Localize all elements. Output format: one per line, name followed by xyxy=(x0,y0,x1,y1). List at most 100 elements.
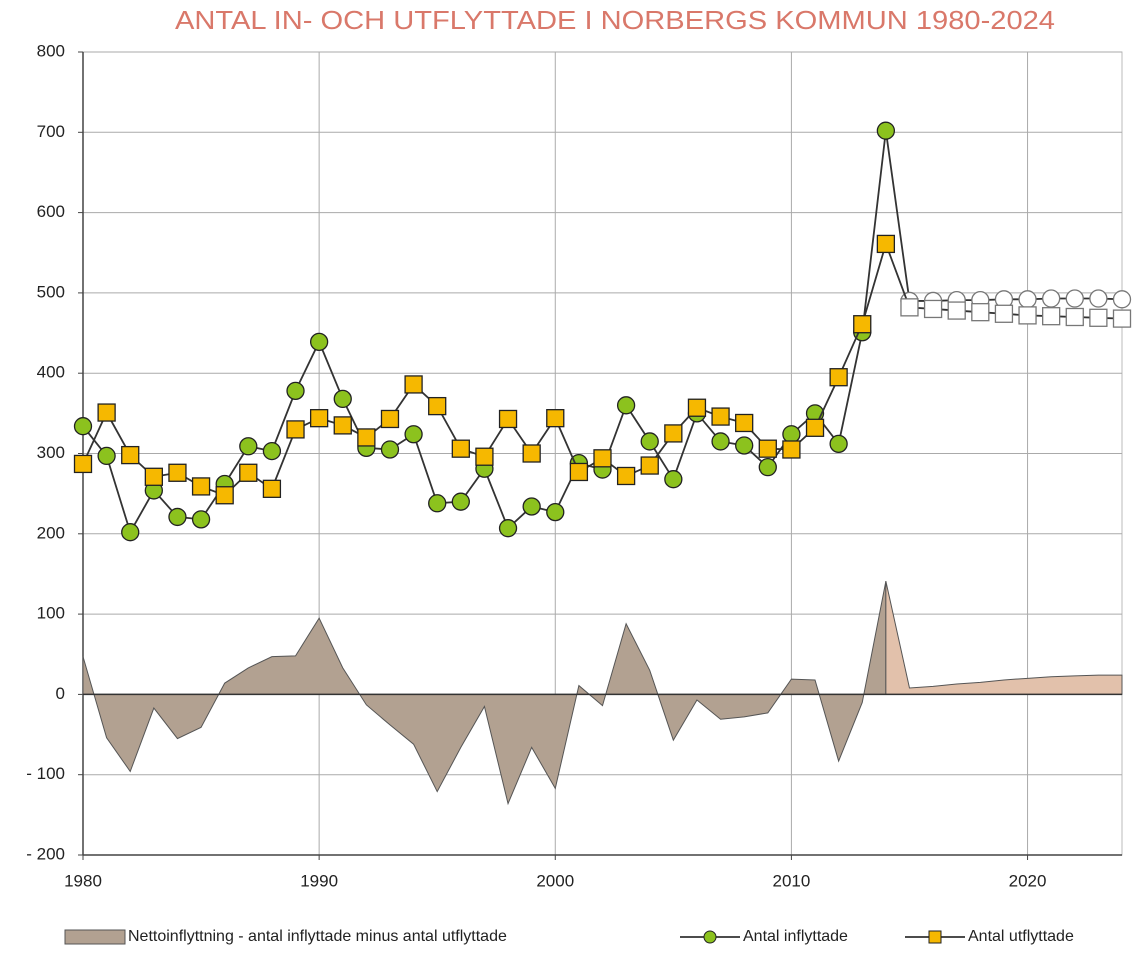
point xyxy=(333,416,352,435)
point xyxy=(664,424,683,443)
point xyxy=(616,396,636,415)
y-tick-label: 700 xyxy=(37,122,65,141)
legend-swatch xyxy=(64,929,126,945)
point xyxy=(309,332,329,352)
point xyxy=(262,479,282,498)
point xyxy=(97,403,116,422)
point xyxy=(428,494,447,513)
point xyxy=(286,420,305,439)
point xyxy=(121,445,140,465)
point xyxy=(286,381,305,401)
y-tick-label: 200 xyxy=(37,523,65,542)
point xyxy=(380,440,400,459)
point xyxy=(451,439,470,458)
point xyxy=(1089,308,1108,327)
point xyxy=(758,439,777,458)
point xyxy=(546,409,565,428)
point xyxy=(168,507,187,527)
point xyxy=(1089,289,1108,308)
y-tick-label: 500 xyxy=(37,282,65,301)
y-tick-label: 600 xyxy=(37,202,65,221)
point xyxy=(593,449,612,468)
point xyxy=(239,437,258,456)
point xyxy=(640,456,659,475)
y-tick-label: 800 xyxy=(37,41,65,60)
point xyxy=(758,458,777,477)
point xyxy=(451,492,470,511)
point xyxy=(262,441,282,461)
point xyxy=(309,409,329,428)
point xyxy=(782,425,801,444)
point xyxy=(1018,290,1037,309)
point xyxy=(1112,309,1132,328)
point xyxy=(404,425,423,444)
point xyxy=(994,304,1014,323)
point xyxy=(522,444,541,463)
point xyxy=(357,428,376,447)
legend-marker xyxy=(928,930,942,944)
legend-label: Antal inflyttade xyxy=(743,928,848,945)
point xyxy=(876,121,896,140)
point xyxy=(829,434,848,454)
point xyxy=(121,523,140,542)
point xyxy=(569,462,589,482)
point xyxy=(1042,307,1061,326)
point xyxy=(73,417,93,436)
x-tick-label: 2010 xyxy=(772,871,810,890)
y-tick-label: 100 xyxy=(37,604,65,623)
point xyxy=(687,398,707,417)
point xyxy=(333,389,352,409)
y-tick-label: - 200 xyxy=(26,844,65,863)
x-tick-label: 2020 xyxy=(1009,871,1047,890)
point xyxy=(947,301,966,320)
y-tick-label: 0 xyxy=(56,684,65,703)
x-tick-label: 1980 xyxy=(64,871,102,890)
point xyxy=(900,298,919,317)
point xyxy=(829,368,848,387)
point xyxy=(97,446,116,466)
point xyxy=(191,510,211,529)
point xyxy=(711,407,730,426)
point xyxy=(971,303,990,322)
legend-label: Nettoinflyttning - antal inflyttade minu… xyxy=(128,928,507,945)
point xyxy=(853,315,872,334)
net-area xyxy=(82,581,887,806)
y-tick-label: 400 xyxy=(37,363,65,382)
point xyxy=(144,467,163,486)
point xyxy=(1065,307,1084,327)
point xyxy=(1018,306,1037,325)
net-area xyxy=(885,581,1123,695)
x-tick-label: 2000 xyxy=(536,871,574,890)
chart-title: ANTAL IN- OCH UTFLYTTADE I NORBERGS KOMM… xyxy=(175,5,1055,35)
y-tick-label: 300 xyxy=(37,443,65,462)
point xyxy=(380,409,400,429)
point xyxy=(475,447,494,466)
point xyxy=(616,466,636,486)
y-tick-label: - 100 xyxy=(26,764,65,783)
point xyxy=(640,432,659,451)
point xyxy=(546,502,565,522)
legend-label: Antal utflyttade xyxy=(968,928,1074,945)
point xyxy=(522,497,541,516)
point xyxy=(876,234,896,254)
point xyxy=(1042,289,1061,308)
point xyxy=(664,470,683,489)
point xyxy=(805,418,825,437)
point xyxy=(1065,289,1084,308)
point xyxy=(735,413,754,433)
point xyxy=(1112,290,1132,309)
point xyxy=(404,375,423,394)
point xyxy=(428,396,447,416)
point xyxy=(215,486,234,505)
legend-marker xyxy=(703,930,717,944)
point xyxy=(735,436,754,455)
point xyxy=(923,299,943,319)
point xyxy=(498,409,518,429)
point xyxy=(168,463,187,482)
point xyxy=(73,454,93,474)
point xyxy=(498,519,518,538)
point xyxy=(191,477,211,496)
point xyxy=(239,463,258,482)
x-tick-label: 1990 xyxy=(300,871,338,890)
